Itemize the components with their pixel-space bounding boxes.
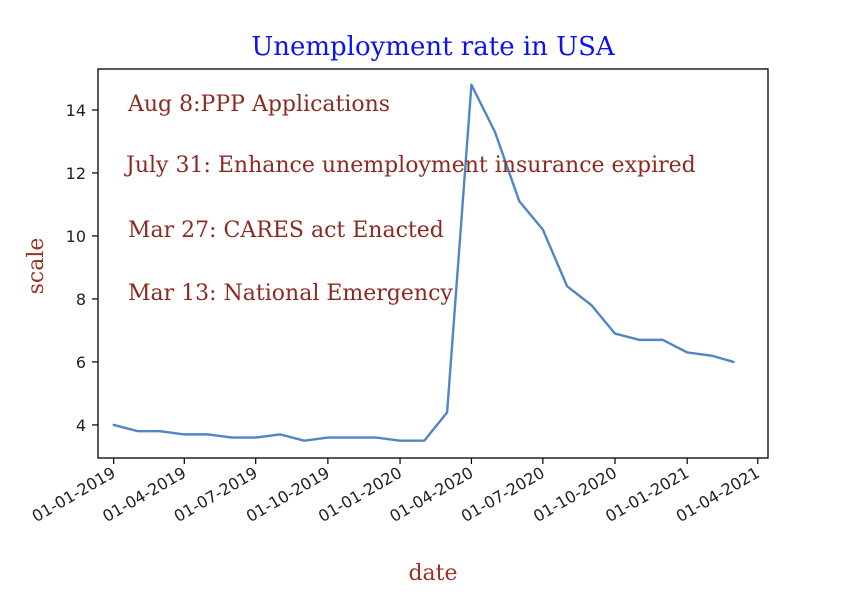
y-tick-label: 6 — [76, 353, 86, 372]
annotation-text: July 31: Enhance unemployment insurance … — [124, 153, 696, 178]
plot-area-frame — [97, 68, 769, 459]
y-tick-label: 8 — [76, 290, 86, 309]
y-tick-label: 12 — [66, 164, 86, 183]
series-layer — [112, 83, 735, 442]
annotation-text: Mar 13: National Emergency — [128, 281, 453, 306]
annotation-text: Mar 27: CARES act Enacted — [128, 218, 444, 243]
y-tick-label: 4 — [76, 416, 86, 435]
y-tick-label: 14 — [66, 101, 86, 120]
x-axis: 01-01-201901-04-201901-07-201901-10-2019… — [29, 458, 763, 526]
series-line — [112, 83, 735, 442]
y-tick-label: 10 — [66, 227, 86, 246]
annotation-text: Aug 8:PPP Applications — [127, 92, 390, 117]
y-axis: 4 6 8 10 12 14 — [66, 101, 98, 435]
x-axis-label: date — [408, 561, 457, 586]
annotations: Aug 8:PPP Applications July 31: Enhance u… — [124, 92, 696, 306]
y-axis-label: scale — [24, 238, 49, 295]
chart-title: Unemployment rate in USA — [251, 32, 616, 62]
